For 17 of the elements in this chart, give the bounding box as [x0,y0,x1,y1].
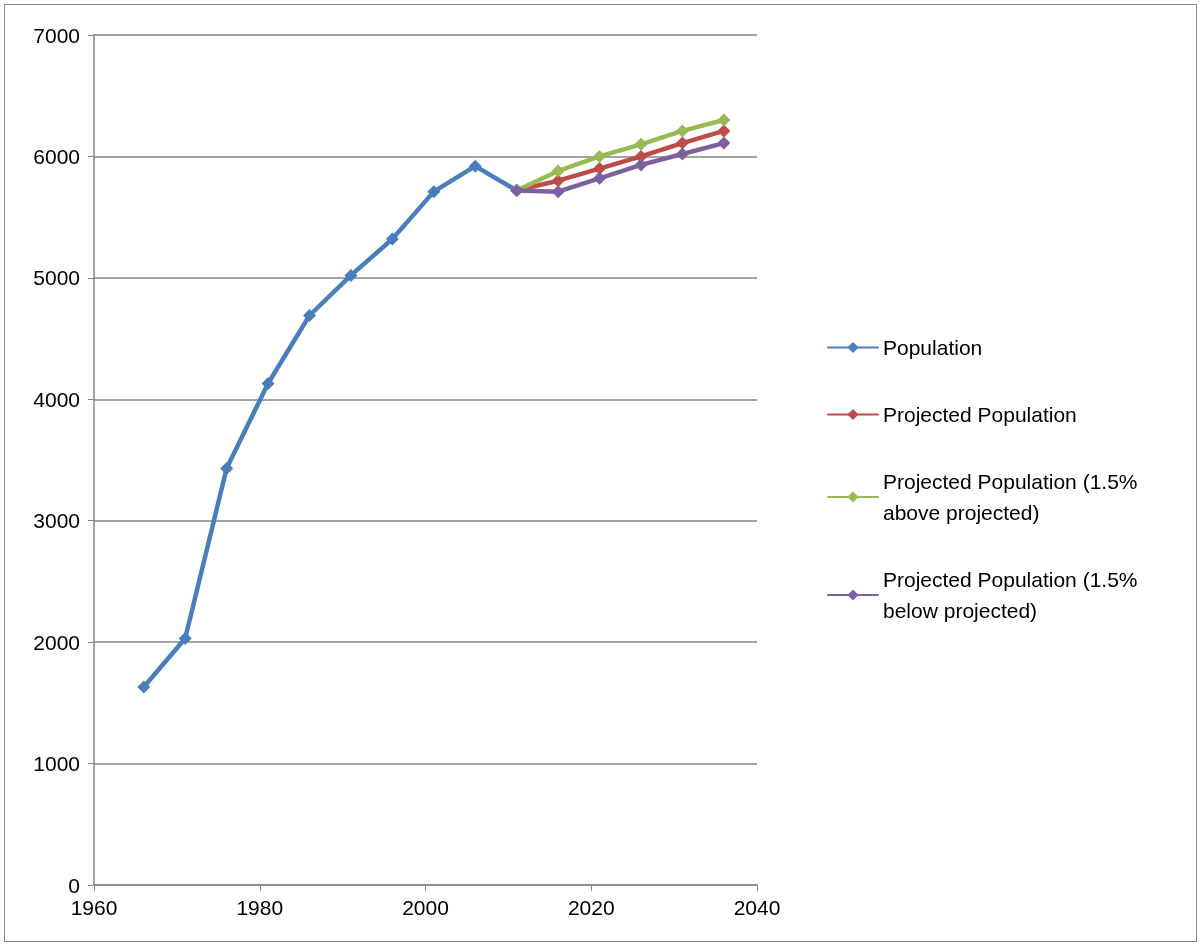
y-tick-label: 2000 [33,630,80,654]
x-tick-label: 2020 [567,896,615,919]
x-tick-label: 2000 [402,896,449,919]
y-tick-label: 0 [68,873,80,897]
legend-label: Projected Population (1.5% below projected) [883,568,1144,622]
y-tick-label: 7000 [33,23,80,47]
y-tick-label: 5000 [33,266,80,290]
x-tick-label: 1980 [236,896,284,919]
legend-label: Population [883,336,983,359]
y-tick-label: 1000 [33,752,80,776]
legend-label: Projected Population [883,403,1077,426]
y-tick-label: 4000 [33,387,80,411]
x-tick-label: 1960 [70,896,118,919]
y-tick-label: 3000 [33,509,80,533]
y-tick-label: 6000 [33,144,80,168]
legend-label: Projected Population (1.5% above projected) [883,470,1144,524]
x-tick-label: 2040 [733,896,781,919]
